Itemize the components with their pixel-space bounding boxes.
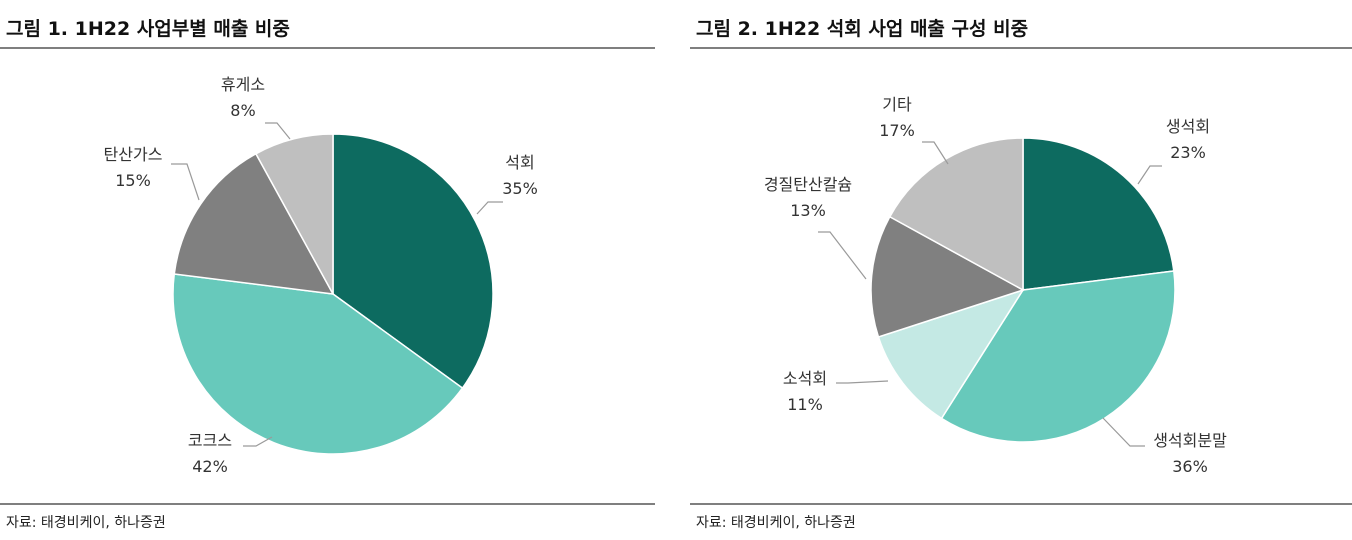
pie-slice-2 bbox=[172, 273, 464, 455]
source-note: 자료: 태경비케이, 하나증권 bbox=[6, 515, 166, 531]
pie-chart-business-segments: 석회 35% 코크스 42% 탄산가스 15% 휴게소 8% bbox=[104, 75, 538, 476]
source-note: 자료: 태경비케이, 하나증권 bbox=[696, 515, 856, 531]
pie-slice-3 bbox=[877, 288, 1025, 420]
slice-value-label: 42% bbox=[192, 457, 228, 476]
leader-line bbox=[922, 141, 949, 165]
leader-line bbox=[1102, 417, 1145, 447]
pie-slice-1 bbox=[1022, 137, 1175, 291]
leader-line bbox=[243, 436, 273, 447]
leader-line bbox=[818, 231, 867, 280]
slice-label: 소석회 bbox=[783, 369, 827, 388]
title-divider bbox=[0, 47, 655, 49]
slice-label: 휴게소 bbox=[221, 75, 265, 94]
title-divider bbox=[690, 47, 1352, 49]
slice-label: 생석회 bbox=[1166, 117, 1210, 136]
slice-label: 코크스 bbox=[188, 431, 232, 450]
slice-value-label: 8% bbox=[230, 101, 255, 120]
slice-label: 경질탄산칼슘 bbox=[764, 175, 852, 194]
leader-line bbox=[836, 380, 889, 384]
chart-title: 그림 1. 1H22 사업부별 매출 비중 bbox=[6, 18, 290, 40]
chart-panel-2: 그림 2. 1H22 석회 사업 매출 구성 비중 생석회 23% 생석회분말 36%… bbox=[690, 0, 1352, 540]
leader-line bbox=[476, 201, 503, 215]
pie-slice-4 bbox=[870, 215, 1025, 338]
chart-title: 그림 2. 1H22 석회 사업 매출 구성 비중 bbox=[696, 18, 1029, 40]
slice-label: 탄산가스 bbox=[104, 145, 163, 164]
slice-label: 석회 bbox=[505, 153, 534, 172]
pie-slice-1 bbox=[332, 133, 494, 390]
slice-value-label: 23% bbox=[1170, 143, 1206, 162]
chart-panel-1: 그림 1. 1H22 사업부별 매출 비중 석회 35% 코크스 42% 탄산가스 15%… bbox=[0, 0, 655, 540]
source-divider bbox=[690, 503, 1352, 505]
slice-value-label: 35% bbox=[502, 179, 538, 198]
leader-line bbox=[1137, 165, 1162, 185]
pie-slice-2 bbox=[940, 270, 1176, 443]
leader-line bbox=[171, 163, 200, 201]
slice-value-label: 13% bbox=[790, 201, 826, 220]
slice-label: 기타 bbox=[882, 95, 912, 114]
slice-value-label: 36% bbox=[1172, 457, 1208, 476]
slice-value-label: 17% bbox=[879, 121, 915, 140]
pie-slice-3 bbox=[173, 152, 335, 295]
slice-label: 생석회분말 bbox=[1153, 431, 1227, 450]
slice-value-label: 15% bbox=[115, 171, 151, 190]
pie-chart-lime-products: 생석회 23% 생석회분말 36% 소석회 11% 경질탄산칼슘 13% 기타 17% bbox=[764, 95, 1227, 476]
source-divider bbox=[0, 503, 655, 505]
leader-line bbox=[265, 122, 291, 140]
pie-slice-4 bbox=[254, 133, 334, 295]
slice-value-label: 11% bbox=[787, 395, 823, 414]
